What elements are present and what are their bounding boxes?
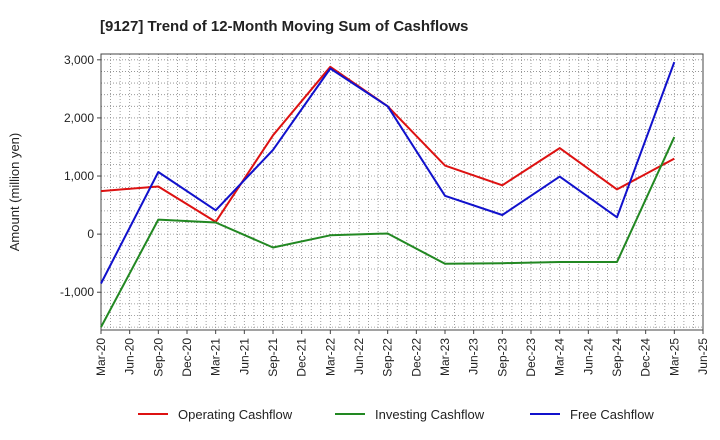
x-tick-label: Jun-22 [352,338,366,375]
x-tick-label: Mar-24 [553,338,567,376]
x-tick-label: Sep-24 [610,338,624,377]
grid [101,54,703,330]
series-lines [100,61,676,328]
y-tick-label: 1,000 [64,169,94,183]
y-tick-label: 0 [87,227,94,241]
legend-label: Free Cashflow [570,407,654,422]
x-tick-label: Sep-22 [381,338,395,377]
x-tick-label: Sep-21 [266,338,280,377]
series-line-free-cashflow [100,61,676,284]
x-tick-label: Jun-20 [123,338,137,375]
x-tick-label: Mar-22 [323,338,337,376]
y-tick-label: 2,000 [64,111,94,125]
legend-item-investing-cashflow: Investing Cashflow [335,407,485,422]
x-tick-label: Sep-23 [495,338,509,377]
y-tick-label: -1,000 [60,285,94,299]
y-axis-label: Amount (million yen) [7,133,22,252]
series-line-investing-cashflow [100,136,676,328]
x-tick-label: Dec-22 [409,338,423,377]
x-tick-label: Jun-23 [467,338,481,375]
legend: Operating Cashflow Investing Cashflow Free… [138,407,654,422]
y-axis-ticks: -1,000 0 1,000 2,000 3,000 [60,53,101,299]
x-tick-label: Mar-23 [438,338,452,376]
x-tick-label: Jun-24 [581,338,595,375]
x-tick-label: Dec-23 [524,338,538,377]
plot-area [100,53,704,331]
legend-label: Operating Cashflow [178,407,293,422]
legend-item-free-cashflow: Free Cashflow [530,407,654,422]
x-tick-label: Jun-21 [237,338,251,375]
x-tick-label: Dec-20 [180,338,194,377]
x-tick-label: Dec-21 [295,338,309,377]
x-tick-label: Mar-21 [209,338,223,376]
x-tick-label: Mar-20 [94,338,108,376]
chart-title: [9127] Trend of 12-Month Moving Sum of C… [100,18,468,35]
y-tick-label: 3,000 [64,53,94,67]
legend-item-operating-cashflow: Operating Cashflow [138,407,293,422]
x-tick-label: Mar-25 [667,338,681,376]
x-tick-label: Jun-25 [696,338,710,375]
legend-label: Investing Cashflow [375,407,485,422]
x-axis-ticks: Mar-20 Jun-20 Sep-20 Dec-20 Mar-21 Jun-21 Sep-… [94,330,710,377]
x-tick-label: Sep-20 [151,338,165,377]
x-tick-label: Dec-24 [639,338,653,377]
